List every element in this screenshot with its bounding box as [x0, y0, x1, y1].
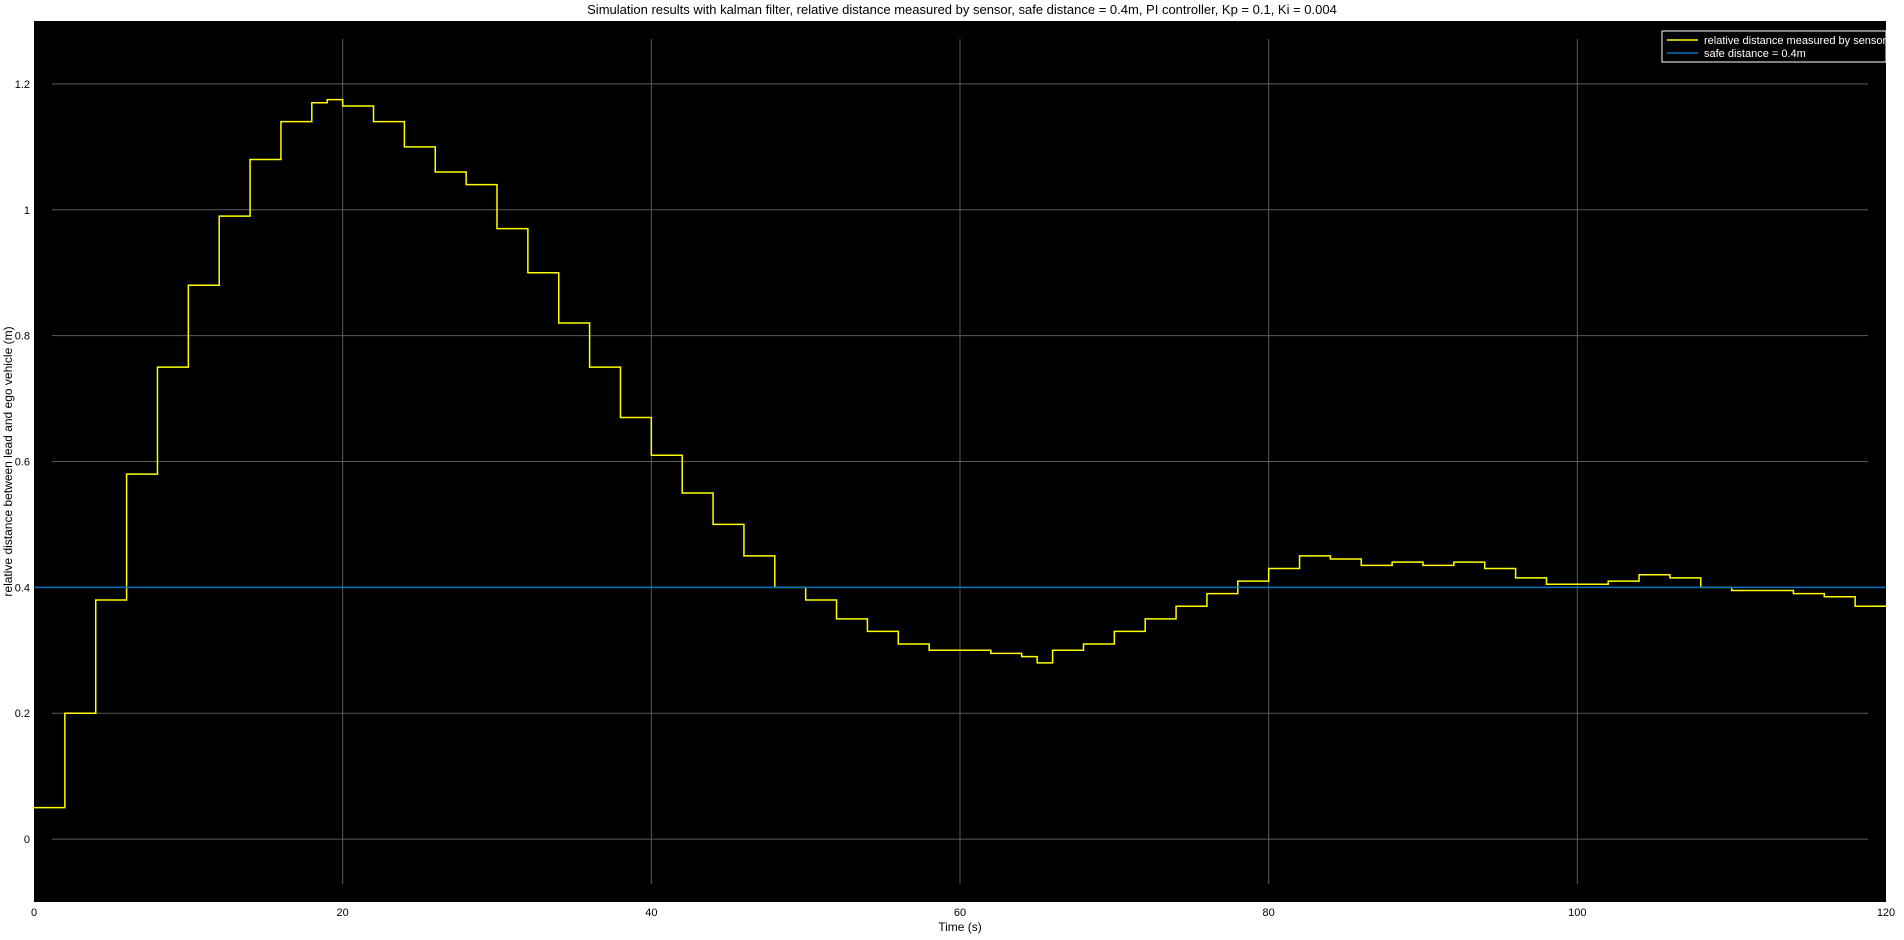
x-tick-label: 80: [1263, 907, 1275, 919]
x-tick-label: 0: [31, 907, 37, 919]
series-line-0: [34, 98, 1886, 809]
legend-box: [1661, 30, 1887, 63]
x-tick-label: 20: [337, 907, 349, 919]
x-tick-label: 60: [954, 907, 966, 919]
x-tick-label: 100: [1568, 907, 1586, 919]
series-layer: [34, 98, 1886, 809]
y-tick-label: 1.2: [15, 79, 30, 91]
x-tick-label: 40: [645, 907, 657, 919]
legend-entry-sensor: relative distance measured by sensor: [1704, 35, 1887, 47]
chart-title: Simulation results with kalman filter, r…: [587, 2, 1337, 17]
y-tick-label: 0.4: [15, 582, 30, 594]
y-axis-label: relative distance between lead and ego v…: [1, 326, 15, 596]
x-tick-labels: 0 20 40 60 80 100 120: [31, 907, 1895, 919]
y-tick-label: 0: [24, 834, 30, 846]
y-tick-label: 0.2: [15, 708, 30, 720]
legend[interactable]: relative distance measured by sensor saf…: [1661, 30, 1887, 63]
x-axis-label: Time (s): [938, 920, 982, 934]
y-tick-label: 0.8: [15, 331, 30, 343]
y-tick-label: 1: [24, 205, 30, 217]
legend-entry-safe-distance: safe distance = 0.4m: [1704, 48, 1806, 60]
y-tick-labels: 0 0.2 0.4 0.6 0.8 1 1.2: [15, 79, 30, 846]
x-tick-label: 120: [1877, 907, 1895, 919]
y-tick-label: 0.6: [15, 457, 30, 469]
